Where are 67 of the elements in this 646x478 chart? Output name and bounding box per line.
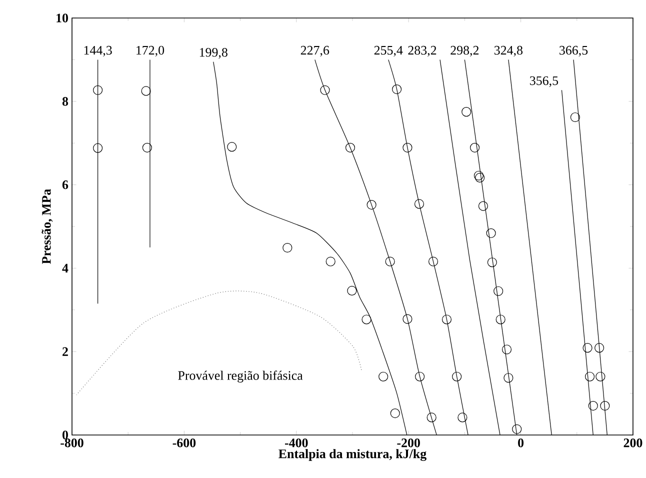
point — [504, 373, 514, 383]
point — [487, 258, 497, 268]
point — [426, 412, 436, 422]
x-axis-title: Entalpia da mistura, kJ/kg — [278, 449, 426, 461]
y-tick-label: 6 — [62, 180, 68, 190]
point — [570, 112, 580, 122]
series-label: 144,3 — [84, 46, 112, 57]
point — [470, 142, 480, 152]
point — [362, 314, 372, 324]
point — [442, 314, 452, 324]
point — [596, 372, 606, 382]
point — [366, 200, 376, 210]
series-label: 172,0 — [136, 46, 164, 57]
series-label: 227,6 — [300, 46, 330, 57]
series-label: 298,2 — [450, 46, 479, 57]
point — [494, 286, 504, 296]
point — [512, 424, 522, 434]
series-label: 255,4 — [374, 46, 403, 57]
point — [458, 412, 468, 422]
point — [345, 142, 356, 152]
y-tick-label: 4 — [62, 264, 68, 272]
series-label: 356,5 — [530, 76, 558, 87]
point — [390, 408, 400, 418]
point — [227, 142, 237, 152]
point — [502, 344, 512, 354]
point — [392, 84, 402, 94]
x-tick-label: 0 — [518, 438, 524, 448]
y-tick-label: 2 — [62, 347, 68, 356]
annotation: Provável região bifásica — [178, 370, 303, 383]
point — [415, 372, 425, 382]
point — [414, 199, 424, 209]
point — [428, 256, 438, 266]
point — [584, 372, 595, 382]
point — [478, 201, 488, 211]
point — [142, 142, 152, 152]
point — [600, 401, 610, 411]
point — [385, 256, 395, 266]
y-axis-title: Pressão, MPa — [42, 189, 53, 264]
point — [141, 86, 151, 96]
point — [402, 142, 412, 152]
point — [402, 314, 412, 324]
series-label: 283,2 — [408, 46, 436, 57]
point — [588, 401, 598, 411]
point — [378, 372, 388, 382]
series-label: 199,8 — [200, 48, 228, 59]
point — [496, 314, 506, 324]
y-tick-label: 0 — [62, 430, 68, 440]
x-tick-label: -200 — [397, 438, 420, 448]
x-tick-label: -400 — [284, 438, 308, 448]
point — [582, 343, 592, 353]
point — [462, 107, 472, 117]
x-tick-label: -600 — [172, 438, 196, 448]
point — [93, 85, 103, 95]
y-tick-label: 10 — [56, 14, 68, 22]
point — [594, 343, 604, 353]
series-label: 324,8 — [494, 46, 523, 57]
point — [282, 242, 292, 253]
point — [486, 228, 496, 238]
series-label: 366,5 — [560, 46, 588, 57]
point — [93, 143, 103, 153]
x-tick-label: 200 — [624, 438, 642, 448]
x-tick-label: -800 — [60, 438, 84, 448]
y-tick-label: 8 — [62, 97, 68, 106]
point — [320, 85, 330, 95]
point — [347, 286, 357, 296]
point — [452, 372, 462, 382]
point — [326, 256, 336, 266]
